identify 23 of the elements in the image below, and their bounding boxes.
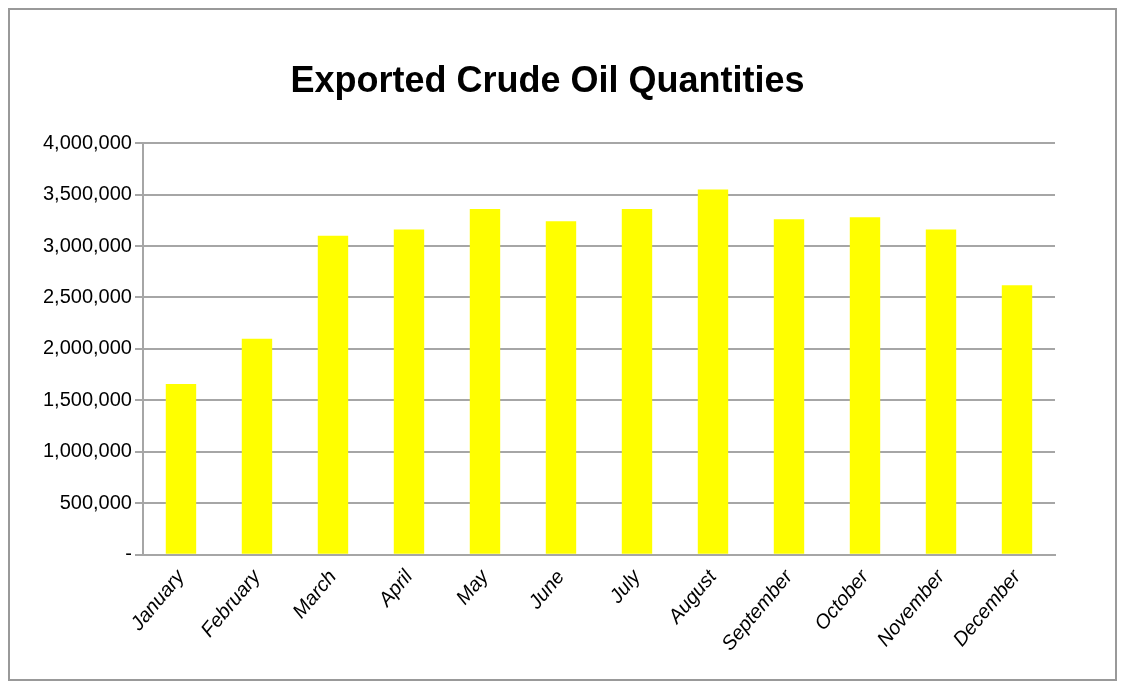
- bar: [697, 189, 729, 554]
- bar: [621, 209, 653, 554]
- bar: [165, 383, 197, 554]
- bar: [925, 229, 957, 554]
- y-tick-label: 2,500,000: [42, 285, 132, 307]
- y-tick-label: 3,000,000: [42, 233, 132, 256]
- bar: [241, 338, 273, 554]
- y-tick-label: 4,000,000: [42, 130, 132, 153]
- bar: [393, 229, 425, 554]
- y-tick-label: 3,500,000: [42, 182, 132, 205]
- y-tick-label: 2,000,000: [42, 336, 132, 359]
- y-tick-label: -: [125, 542, 132, 565]
- y-tick-label: 500,000: [59, 490, 132, 513]
- bar: [469, 209, 501, 554]
- bar: [545, 221, 577, 554]
- y-tick-label: 1,000,000: [42, 439, 132, 462]
- bar: [773, 219, 805, 554]
- chart-title: Exported Crude Oil Quantities: [290, 58, 805, 100]
- bar: [1001, 285, 1033, 554]
- y-tick-label: 1,500,000: [42, 387, 132, 410]
- x-tick-label: July: [603, 564, 645, 608]
- bar: [849, 217, 881, 554]
- bar: [317, 235, 349, 554]
